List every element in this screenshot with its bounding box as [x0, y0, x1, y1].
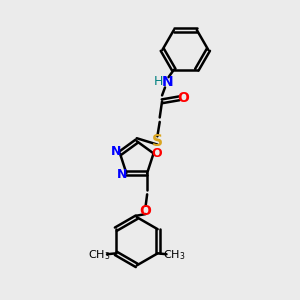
Text: O: O — [140, 203, 152, 218]
Text: O: O — [152, 147, 162, 160]
Text: N: N — [162, 75, 173, 88]
Text: CH$_3$: CH$_3$ — [163, 248, 186, 262]
Text: H: H — [154, 75, 163, 88]
Text: CH$_3$: CH$_3$ — [88, 248, 110, 262]
Text: O: O — [177, 91, 189, 105]
Text: N: N — [111, 146, 121, 158]
Text: N: N — [117, 168, 128, 181]
Text: S: S — [152, 134, 163, 148]
